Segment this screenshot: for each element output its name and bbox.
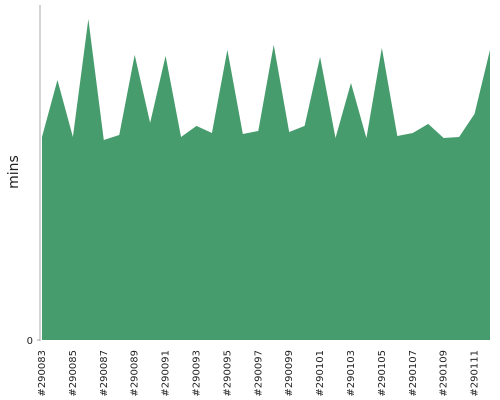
x-tick-label: #290091 [161, 350, 172, 397]
x-tick-label: #290103 [346, 350, 357, 397]
x-tick-label: #290093 [191, 350, 202, 397]
x-tick-label: #290099 [284, 350, 295, 397]
x-tick-label: #290111 [470, 350, 481, 397]
x-tick-label: #290107 [408, 350, 419, 397]
y-axis-label: mins [6, 155, 22, 189]
x-tick-label: #290101 [315, 350, 326, 397]
x-tick-label: #290095 [222, 350, 233, 397]
x-tick-label: #290083 [37, 350, 48, 397]
x-tick-label: #290097 [253, 350, 264, 397]
x-tick-label: #290109 [439, 350, 450, 397]
x-tick-label: #290087 [99, 350, 110, 397]
x-tick-label: #290089 [130, 350, 141, 397]
y-tick-label: 0 [27, 336, 33, 347]
area [42, 19, 490, 340]
x-tick-label: #290105 [377, 350, 388, 397]
x-tick-label: #290085 [68, 350, 79, 397]
